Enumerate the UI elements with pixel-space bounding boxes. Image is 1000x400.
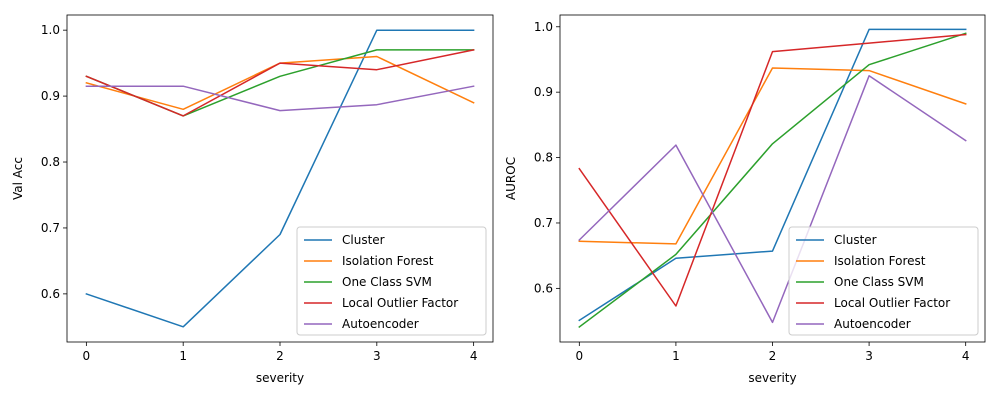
- chart-2: 0 1 2 3 4 0.6 0.7 0.8 0.9 1.0 severity AUROC Cluster…: [504, 14, 986, 385]
- y-tick-label: 0.8: [41, 155, 60, 169]
- x-axis-label: severity: [256, 371, 304, 385]
- series-line-1: [85, 29, 475, 328]
- y-tick-label: 0.7: [41, 221, 60, 235]
- y-axis-label: AUROC: [504, 157, 518, 200]
- x-tick-label: 4: [962, 349, 970, 363]
- series-line-2: [85, 55, 475, 111]
- legend-label: Isolation Forest: [342, 254, 434, 268]
- x-axis-label: severity: [748, 371, 796, 385]
- y-axis-label: Val Acc: [11, 157, 25, 200]
- x-tick-label: 4: [470, 349, 478, 363]
- chart-1: 0 1 2 3 4 0.6 0.7 0.8 0.9 1.0 severity Val Acc Clust…: [11, 14, 494, 385]
- x-tick-label: 2: [276, 349, 284, 363]
- legend-label: Isolation Forest: [834, 254, 926, 268]
- legend-label: Cluster: [834, 233, 877, 247]
- y-tick-label: 0.6: [41, 287, 60, 301]
- series-line-2: [578, 67, 967, 245]
- series-line-3: [578, 32, 967, 329]
- x-tick-label: 0: [575, 349, 583, 363]
- legend: Cluster Isolation Forest One Class SVM Loca…: [296, 226, 487, 336]
- series-line-5: [85, 85, 475, 112]
- y-tick-label: 1.0: [41, 23, 60, 37]
- series-line-3: [85, 49, 475, 117]
- y-tick-label: 0.9: [534, 85, 553, 99]
- y-tick-label: 0.9: [41, 89, 60, 103]
- x-tick-label: 1: [179, 349, 187, 363]
- x-tick-label: 0: [83, 349, 91, 363]
- series-line-4: [578, 33, 967, 307]
- legend: Cluster Isolation Forest One Class SVM Loca…: [788, 226, 979, 336]
- x-tick-label: 1: [672, 349, 680, 363]
- x-tick-label: 2: [769, 349, 777, 363]
- legend-label: One Class SVM: [342, 275, 432, 289]
- y-tick-label: 0.7: [534, 216, 553, 230]
- legend-label: Local Outlier Factor: [834, 296, 950, 310]
- series-line-5: [578, 75, 967, 324]
- legend-box: [788, 226, 979, 336]
- legend-label: Autoencoder: [342, 317, 419, 331]
- x-tick-label: 3: [865, 349, 873, 363]
- x-tick-label: 3: [373, 349, 381, 363]
- legend-label: Autoencoder: [834, 317, 911, 331]
- y-tick-label: 1.0: [534, 20, 553, 34]
- series-line-4: [85, 49, 475, 117]
- legend-label: Cluster: [342, 233, 385, 247]
- legend-label: One Class SVM: [834, 275, 924, 289]
- legend-label: Local Outlier Factor: [342, 296, 458, 310]
- y-tick-label: 0.8: [534, 151, 553, 165]
- y-tick-label: 0.6: [534, 281, 553, 295]
- legend-box: [296, 226, 487, 336]
